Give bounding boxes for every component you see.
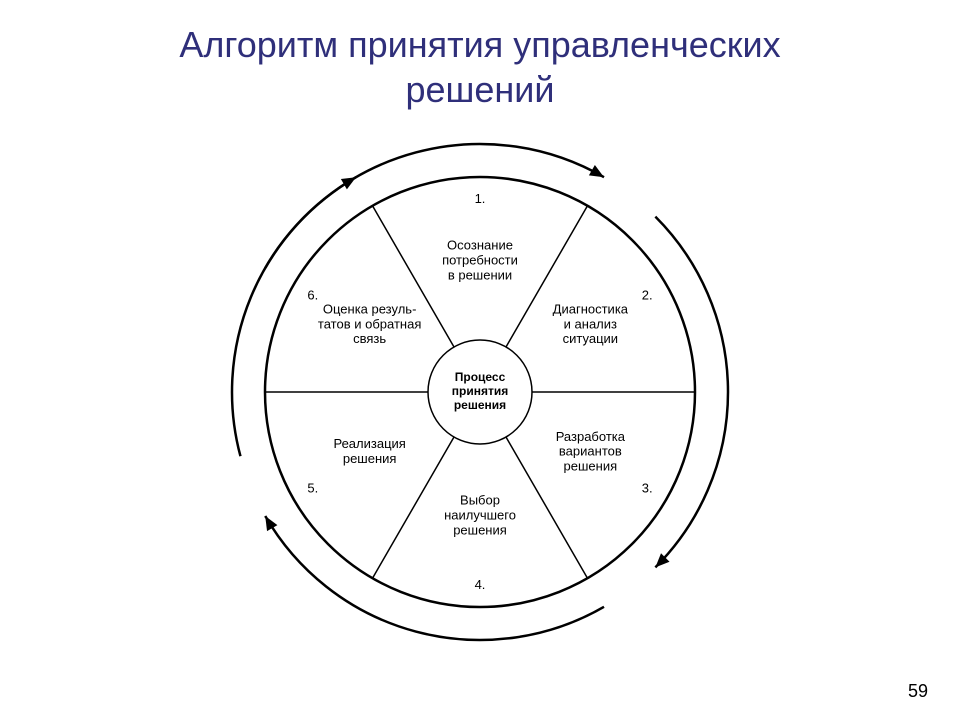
segment-number-4: 4. <box>475 577 486 592</box>
title-line-2: решений <box>405 69 554 110</box>
segment-number-2: 2. <box>642 288 653 303</box>
page-number: 59 <box>908 681 928 702</box>
segment-number-6: 6. <box>307 288 318 303</box>
title-line-1: Алгоритм принятия управленческих <box>179 24 780 65</box>
segment-label-3: Разработкавариантоврешения <box>556 429 626 474</box>
center-label: Процесспринятиярешения <box>452 370 508 412</box>
segment-label-2: Диагностикаи анализситуации <box>553 301 629 346</box>
page-title: Алгоритм принятия управленческих решений <box>0 0 960 112</box>
segment-number-5: 5. <box>307 481 318 496</box>
decision-wheel-diagram: Осознаниепотребностив решении 1. Диагности… <box>180 112 780 672</box>
cycle-arrow-3 <box>265 516 604 640</box>
segment-label-6: Оценка резуль-татов и обратнаясвязь <box>318 301 421 346</box>
cycle-arrowhead-4 <box>341 177 356 189</box>
cycle-arrowhead-3 <box>265 516 277 531</box>
segment-number-1: 1. <box>475 191 486 206</box>
segment-label-4: Выборнаилучшегорешения <box>444 492 516 537</box>
segment-number-3: 3. <box>642 481 653 496</box>
segment-label-1: Осознаниепотребностив решении <box>442 238 518 283</box>
segment-label-5: Реализациярешения <box>333 436 405 466</box>
